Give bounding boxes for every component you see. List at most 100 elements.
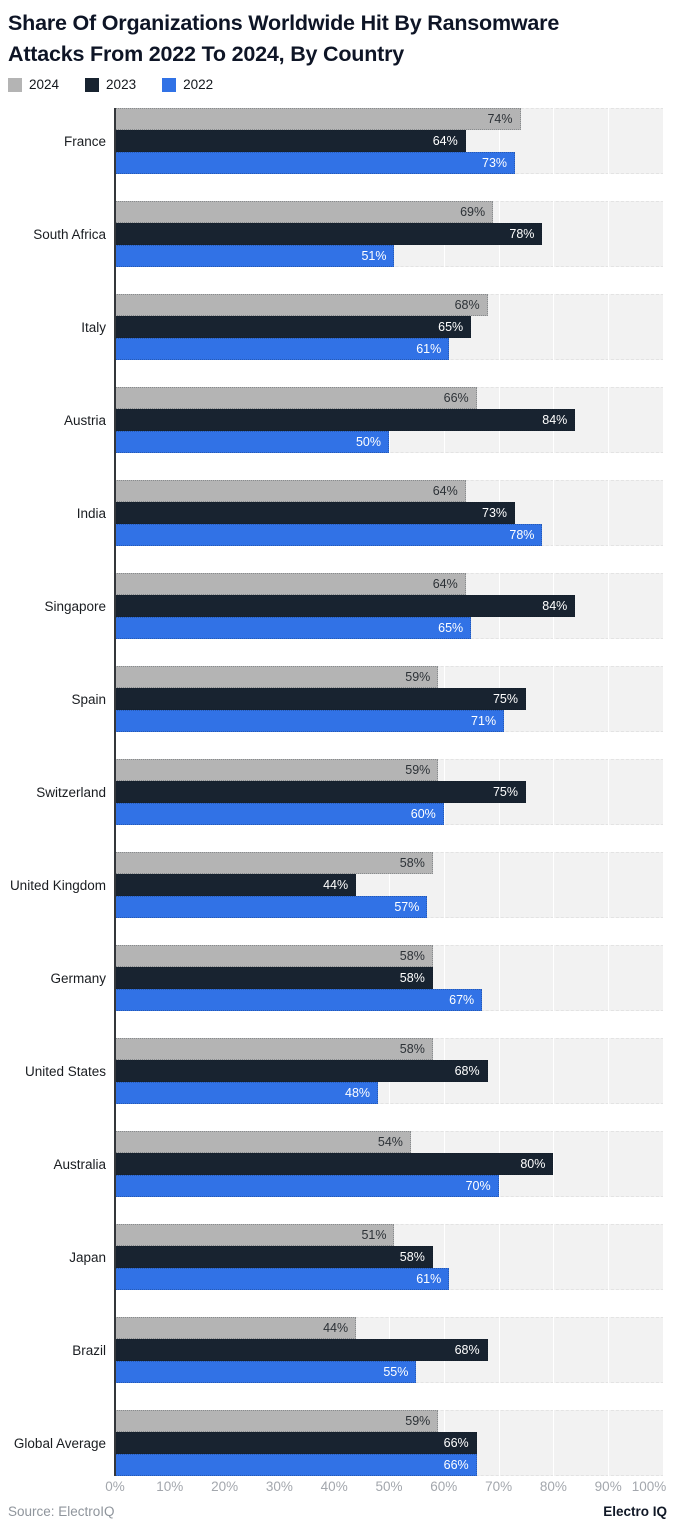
bar-set: 58% 68% 48% <box>115 1038 488 1104</box>
country-group: South Africa 69% 78% 51% <box>0 201 675 267</box>
bar-2024: 58% <box>115 852 433 874</box>
bar-2024: 59% <box>115 1410 439 1432</box>
bar-value-label: 59% <box>405 670 431 684</box>
bar-value-label: 51% <box>361 1228 387 1242</box>
bar-value-label: 73% <box>482 156 508 170</box>
bar-2024: 64% <box>115 573 466 595</box>
legend-item-2022: 2022 <box>162 77 213 92</box>
bar-set: 59% 75% 71% <box>115 666 526 732</box>
country-label: Switzerland <box>36 784 106 800</box>
country-group: Germany 58% 58% 67% <box>0 945 675 1011</box>
bar-set: 44% 68% 55% <box>115 1317 488 1383</box>
bar-set: 66% 84% 50% <box>115 387 576 453</box>
bar-2023: 68% <box>115 1339 488 1361</box>
bar-set: 54% 80% 70% <box>115 1131 554 1197</box>
bar-value-label: 60% <box>410 807 436 821</box>
bar-2024: 74% <box>115 108 521 130</box>
bar-set: 69% 78% 51% <box>115 201 543 267</box>
x-axis-tick-label: 50% <box>375 1479 403 1494</box>
country-group: Switzerland 59% 75% 60% <box>0 759 675 825</box>
bar-2022: 66% <box>115 1454 477 1476</box>
bar-value-label: 64% <box>432 484 458 498</box>
bar-2022: 57% <box>115 896 428 918</box>
country-label: India <box>76 505 106 521</box>
bar-value-label: 57% <box>394 900 420 914</box>
country-label: Singapore <box>44 598 106 614</box>
bar-value-label: 73% <box>482 506 508 520</box>
bar-2023: 84% <box>115 409 576 431</box>
country-label: Austria <box>63 412 106 428</box>
bar-2023: 58% <box>115 967 433 989</box>
bar-2022: 55% <box>115 1361 417 1383</box>
bar-2023: 58% <box>115 1246 433 1268</box>
legend-label: 2022 <box>183 77 214 92</box>
bar-2023: 75% <box>115 781 526 803</box>
bar-2024: 58% <box>115 1038 433 1060</box>
bar-2023: 44% <box>115 874 357 896</box>
bar-value-label: 78% <box>509 528 535 542</box>
x-axis-tick-label: 60% <box>430 1479 458 1494</box>
x-axis-tick-label: 100% <box>631 1479 667 1494</box>
bar-value-label: 58% <box>399 1250 425 1264</box>
bar-set: 64% 84% 65% <box>115 573 576 639</box>
bar-value-label: 67% <box>449 993 475 1007</box>
bar-value-label: 66% <box>443 1436 469 1450</box>
legend-item-2023: 2023 <box>85 77 136 92</box>
bar-value-label: 64% <box>432 577 458 591</box>
bar-value-label: 68% <box>454 298 480 312</box>
bar-2022: 61% <box>115 1268 450 1290</box>
bar-value-label: 48% <box>345 1086 371 1100</box>
country-group: United States 58% 68% 48% <box>0 1038 675 1104</box>
x-axis-tick-label: 90% <box>594 1479 622 1494</box>
x-axis-tick-label: 70% <box>485 1479 513 1494</box>
bar-value-label: 61% <box>416 342 442 356</box>
bar-2024: 54% <box>115 1131 411 1153</box>
bar-2022: 71% <box>115 710 505 732</box>
bar-2022: 78% <box>115 524 543 546</box>
chart-title: Share Of Organizations Worldwide Hit By … <box>8 11 560 66</box>
bar-value-label: 61% <box>416 1272 442 1286</box>
x-axis-tick-label: 0% <box>105 1479 125 1494</box>
x-axis-tick-label: 80% <box>539 1479 567 1494</box>
legend-swatch-icon <box>162 77 177 92</box>
bar-2024: 69% <box>115 201 494 223</box>
x-axis-tick-label: 10% <box>156 1479 184 1494</box>
legend-swatch-icon <box>85 77 100 92</box>
bar-2024: 58% <box>115 945 433 967</box>
country-group: India 64% 73% 78% <box>0 480 675 546</box>
bar-value-label: 68% <box>454 1064 480 1078</box>
bar-2022: 70% <box>115 1175 499 1197</box>
bar-set: 64% 73% 78% <box>115 480 543 546</box>
bar-value-label: 80% <box>520 1157 546 1171</box>
bar-2022: 61% <box>115 338 450 360</box>
legend-label: 2023 <box>106 77 137 92</box>
bar-value-label: 44% <box>323 878 349 892</box>
bar-2023: 65% <box>115 316 472 338</box>
country-label: United States <box>24 1063 106 1079</box>
country-label: Japan <box>69 1249 106 1265</box>
bar-2022: 73% <box>115 152 516 174</box>
bar-value-label: 70% <box>465 1179 491 1193</box>
bar-value-label: 84% <box>542 413 568 427</box>
bar-value-label: 75% <box>492 692 518 706</box>
x-axis-tick-label: 40% <box>320 1479 348 1494</box>
bar-value-label: 69% <box>460 205 486 219</box>
legend-item-2024: 2024 <box>8 77 59 92</box>
bar-2023: 78% <box>115 223 543 245</box>
bar-value-label: 58% <box>399 1042 425 1056</box>
bar-2023: 84% <box>115 595 576 617</box>
country-label: South Africa <box>33 226 106 242</box>
country-group: Australia 54% 80% 70% <box>0 1131 675 1197</box>
x-axis-tick-label: 30% <box>265 1479 293 1494</box>
country-label: France <box>63 133 106 149</box>
bar-set: 59% 66% 66% <box>115 1410 477 1476</box>
bar-2022: 67% <box>115 989 483 1011</box>
bar-value-label: 74% <box>487 112 513 126</box>
y-axis-line <box>114 108 116 1476</box>
bar-2022: 65% <box>115 617 472 639</box>
country-group: Italy 68% 65% 61% <box>0 294 675 360</box>
bar-value-label: 65% <box>438 320 464 334</box>
country-group: Singapore 64% 84% 65% <box>0 573 675 639</box>
country-label: Australia <box>53 1156 106 1172</box>
bar-2024: 59% <box>115 759 439 781</box>
